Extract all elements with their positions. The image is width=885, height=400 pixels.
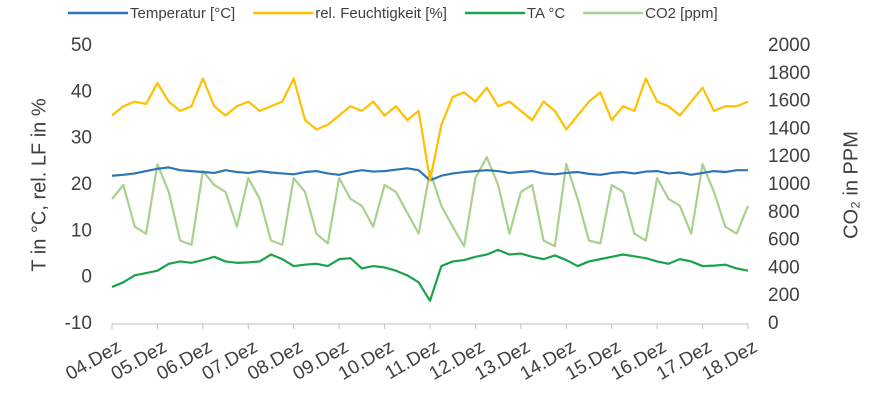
y2-tick-label: 200 (768, 285, 800, 306)
y-tick-label: 20 (71, 174, 92, 195)
y2-tick-label: 600 (768, 230, 800, 251)
y-tick-label: 10 (71, 220, 92, 241)
legend-label: Temperatur [°C] (130, 5, 235, 22)
y2-tick-label: 1800 (768, 63, 810, 84)
y-tick-label: 50 (71, 35, 92, 56)
y2-tick-label: 1600 (768, 91, 810, 112)
series-line (111, 248, 749, 302)
y-tick-label: 30 (71, 128, 92, 149)
y2-tick-label: 2000 (768, 35, 810, 56)
y-axis-label: T in °C, rel. LF in % (28, 98, 50, 271)
y-tick-label: 0 (81, 267, 92, 288)
y2-tick-label: 1000 (768, 174, 810, 195)
series-line (111, 156, 750, 248)
y2-tick-label: 1200 (768, 146, 810, 167)
series-line (111, 77, 749, 182)
legend-label: CO2 [ppm] (645, 5, 718, 22)
y2-tick-label: 400 (768, 257, 800, 278)
y2-tick-label: 800 (768, 202, 800, 223)
y2-tick-label: 0 (768, 313, 779, 334)
legend-label: TA °C (527, 5, 565, 22)
y-tick-label: 40 (71, 81, 92, 102)
y2-tick-label: 1400 (768, 118, 810, 139)
y-tick-label: -10 (65, 313, 92, 334)
legend-label: rel. Feuchtigkeit [%] (315, 5, 447, 22)
y2-axis-label: CO₂ in PPM (840, 131, 862, 239)
